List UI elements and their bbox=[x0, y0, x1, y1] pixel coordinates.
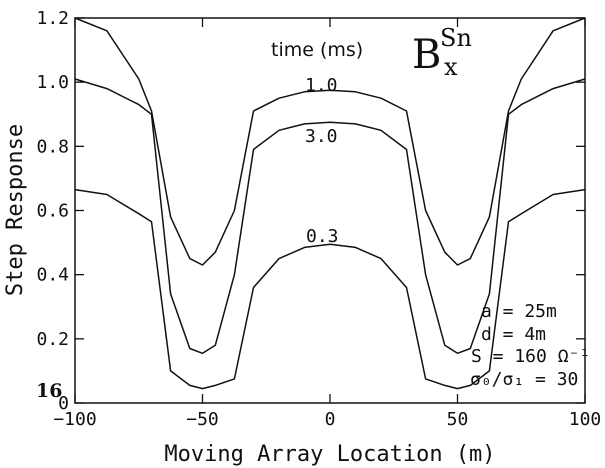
legend-title: time (ms) bbox=[271, 39, 363, 61]
model-parameters: a = 25m d = 4m S = 160 Ω⁻¹ σ₀/σ₁ = 30 bbox=[470, 301, 590, 390]
x-axis-label: Moving Array Location (m) bbox=[164, 442, 495, 467]
field-superscript: Sn bbox=[440, 24, 472, 52]
y-tick-label: 0.4 bbox=[36, 265, 69, 286]
y-tick-label: 1.2 bbox=[36, 8, 69, 29]
y-axis-label: Step Response bbox=[3, 124, 28, 296]
field-symbol: B bbox=[412, 32, 441, 78]
curve-label-1-0: 1.0 bbox=[305, 75, 338, 96]
curve-label-3-0: 3.0 bbox=[305, 126, 338, 147]
x-tick-label: 0 bbox=[325, 409, 336, 430]
figure-number: 16 bbox=[36, 380, 62, 402]
series-line-1-0 bbox=[74, 17, 586, 266]
field-component-label: B Sn x bbox=[412, 24, 472, 81]
x-tick-label: 50 bbox=[447, 409, 469, 430]
y-tick-label: 0.6 bbox=[36, 201, 69, 222]
series-line-3-0 bbox=[74, 78, 586, 355]
y-tick-label: 0 bbox=[58, 393, 69, 414]
param-a: a = 25m bbox=[481, 301, 557, 322]
param-d: d = 4m bbox=[481, 324, 546, 345]
y-axis-ticks: 0 0.2 0.4 0.6 0.8 1.0 1.2 bbox=[36, 8, 585, 414]
x-axis-ticks: −100 −50 0 50 100 bbox=[53, 18, 601, 430]
series-lines bbox=[74, 17, 586, 390]
y-tick-label: 0.8 bbox=[36, 136, 69, 157]
param-sigma-ratio: σ₀/σ₁ = 30 bbox=[470, 369, 578, 390]
series-line-0-3 bbox=[74, 188, 586, 390]
x-tick-label: −50 bbox=[186, 409, 219, 430]
y-tick-label: 1.0 bbox=[36, 72, 69, 93]
curve-label-0-3: 0.3 bbox=[306, 226, 339, 247]
curve-labels: 1.0 3.0 0.3 bbox=[305, 75, 339, 247]
param-s: S = 160 Ω⁻¹ bbox=[471, 346, 590, 367]
x-tick-label: −100 bbox=[53, 409, 96, 430]
x-tick-label: 100 bbox=[569, 409, 602, 430]
field-subscript: x bbox=[444, 53, 458, 81]
y-tick-label: 0.2 bbox=[36, 329, 69, 350]
